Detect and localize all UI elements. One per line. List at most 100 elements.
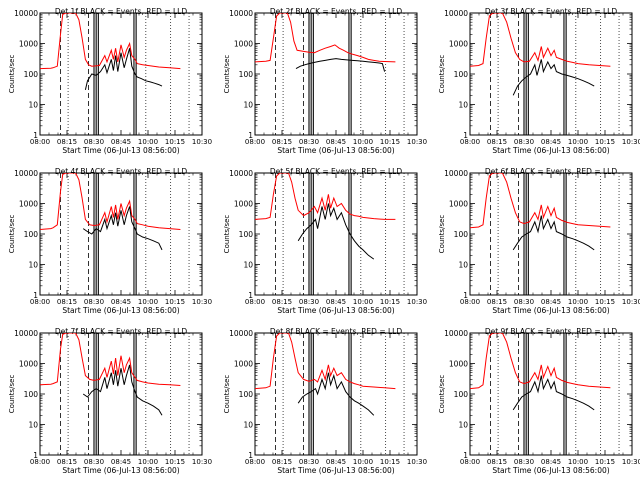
events-series-line — [82, 206, 163, 251]
chart-title: Det 3f BLACK = Events, RED = LLD — [485, 7, 618, 16]
events-series-line — [82, 364, 163, 416]
y-tick-label: 1 — [463, 451, 468, 460]
x-tick-label: 08:00 — [30, 138, 50, 146]
events-series-line — [84, 48, 163, 91]
x-tick-label: 08:45 — [326, 138, 346, 146]
y-axis-label: Counts/sec — [8, 375, 16, 414]
y-tick-label: 100 — [239, 230, 254, 239]
lld-series-line — [470, 173, 611, 229]
chart-title: Det 9f BLACK = Events, RED = LLD — [485, 327, 618, 336]
y-tick-label: 10000 — [14, 329, 38, 338]
y-tick-label: 1000 — [449, 40, 468, 49]
lld-series-line — [40, 333, 181, 386]
plot-frame — [39, 332, 203, 456]
x-tick-label: 10:15 — [380, 138, 400, 146]
lld-series-line — [40, 13, 181, 70]
x-tick-label: 10:00 — [353, 458, 373, 466]
x-tick-label: 08:45 — [541, 458, 561, 466]
y-tick-label: 100 — [24, 70, 39, 79]
x-tick-label: 08:45 — [326, 298, 346, 306]
x-tick-label: 08:30 — [299, 138, 319, 146]
lld-series-line — [470, 333, 611, 390]
x-axis-label: Start Time (06-Jul-13 08:56:00) — [62, 466, 179, 475]
events-series-line — [297, 372, 375, 416]
chart-panel-5: Det 5f BLACK = Events, RED = LLD 1 10 100 10… — [223, 167, 427, 315]
y-tick-label: 1000 — [449, 360, 468, 369]
y-tick-label: 1 — [248, 291, 253, 300]
y-tick-label: 10 — [243, 101, 253, 110]
x-tick-label: 10:15 — [595, 138, 615, 146]
y-tick-label: 1 — [463, 291, 468, 300]
y-tick-label: 10000 — [229, 169, 253, 178]
y-tick-label: 100 — [239, 70, 254, 79]
y-tick-label: 10 — [28, 261, 38, 270]
x-tick-label: 08:00 — [460, 458, 480, 466]
x-tick-label: 08:30 — [84, 458, 104, 466]
x-tick-label: 10:00 — [568, 138, 588, 146]
y-tick-label: 1 — [33, 131, 38, 140]
y-axis-label: Counts/sec — [8, 215, 16, 254]
plot-frame — [254, 172, 418, 296]
x-tick-label: 10:15 — [165, 298, 185, 306]
x-tick-label: 10:15 — [380, 298, 400, 306]
events-series-line — [297, 203, 375, 260]
x-tick-label: 10:00 — [353, 298, 373, 306]
x-tick-label: 10:30 — [192, 458, 212, 466]
x-axis-label: Start Time (06-Jul-13 08:56:00) — [277, 146, 394, 155]
lld-series-line — [40, 173, 181, 230]
x-tick-label: 08:15 — [272, 298, 292, 306]
x-tick-label: 08:45 — [111, 298, 131, 306]
y-tick-label: 100 — [24, 390, 39, 399]
y-axis-label: Counts/sec — [438, 375, 446, 414]
plot-frame — [254, 12, 418, 136]
x-tick-label: 08:30 — [514, 138, 534, 146]
chart-title: Det 8f BLACK = Events, RED = LLD — [270, 327, 403, 336]
y-tick-label: 10 — [458, 261, 468, 270]
x-tick-label: 10:30 — [407, 138, 427, 146]
plot-frame — [469, 12, 633, 136]
x-tick-label: 10:00 — [138, 458, 158, 466]
chart-title: Det 7f BLACK = Events, RED = LLD — [55, 327, 188, 336]
plot-frame — [39, 172, 203, 296]
x-tick-label: 08:00 — [30, 458, 50, 466]
x-tick-label: 08:15 — [272, 458, 292, 466]
plot-frame — [254, 332, 418, 456]
x-tick-label: 08:15 — [487, 138, 507, 146]
y-tick-label: 10 — [28, 101, 38, 110]
plot-frame — [469, 172, 633, 296]
x-tick-label: 10:30 — [192, 298, 212, 306]
x-tick-label: 10:30 — [407, 458, 427, 466]
x-tick-label: 10:00 — [138, 298, 158, 306]
chart-panel-6: Det 6f BLACK = Events, RED = LLD 1 10 100 10… — [438, 167, 640, 315]
x-tick-label: 08:30 — [514, 298, 534, 306]
lld-series-line — [255, 333, 396, 390]
chart-panel-8: Det 8f BLACK = Events, RED = LLD 1 10 100 10… — [223, 327, 427, 475]
x-tick-label: 10:00 — [568, 298, 588, 306]
chart-title: Det 6f BLACK = Events, RED = LLD — [485, 167, 618, 176]
x-tick-label: 08:45 — [541, 298, 561, 306]
x-axis-label: Start Time (06-Jul-13 08:56:00) — [492, 466, 609, 475]
y-tick-label: 1000 — [449, 200, 468, 209]
chart-panel-9: Det 9f BLACK = Events, RED = LLD 1 10 100 10… — [438, 327, 640, 475]
x-tick-label: 08:15 — [57, 298, 77, 306]
y-tick-label: 1 — [248, 131, 253, 140]
x-tick-label: 08:30 — [84, 138, 104, 146]
x-tick-label: 08:30 — [84, 298, 104, 306]
events-series-line — [295, 58, 386, 72]
y-tick-label: 10 — [458, 101, 468, 110]
x-axis-label: Start Time (06-Jul-13 08:56:00) — [492, 146, 609, 155]
y-tick-label: 1000 — [234, 200, 253, 209]
y-tick-label: 100 — [454, 70, 469, 79]
y-tick-label: 1000 — [19, 360, 38, 369]
y-tick-label: 100 — [454, 390, 469, 399]
chart-title: Det 2f BLACK = Events, RED = LLD — [270, 7, 403, 16]
chart-title: Det 1f BLACK = Events, RED = LLD — [55, 7, 188, 16]
events-series-line — [512, 375, 595, 411]
lld-series-line — [470, 13, 611, 67]
x-axis-label: Start Time (06-Jul-13 08:56:00) — [62, 146, 179, 155]
x-tick-label: 08:00 — [245, 298, 265, 306]
y-tick-label: 10 — [28, 421, 38, 430]
x-tick-label: 08:00 — [245, 138, 265, 146]
x-tick-label: 08:15 — [57, 458, 77, 466]
x-tick-label: 10:30 — [622, 298, 640, 306]
